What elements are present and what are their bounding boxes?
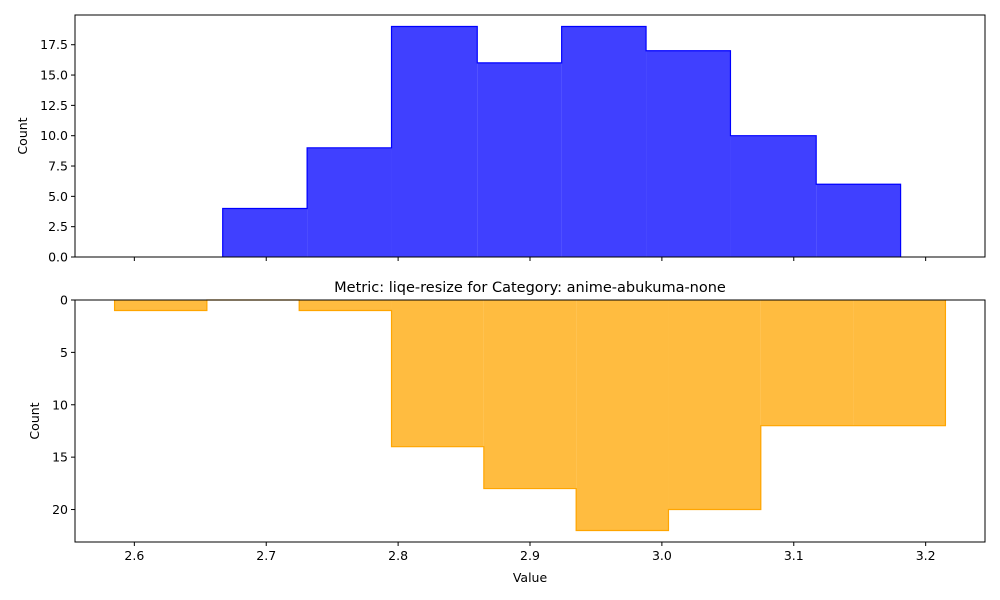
top-y-tick-label: 10.0 (40, 128, 68, 143)
bottom-histogram-bar (483, 300, 577, 489)
bottom-plot-frame (74, 299, 986, 543)
top-histogram-bars (222, 25, 902, 258)
bottom-x-tick-label: 2.7 (256, 548, 276, 563)
bottom-histogram-bar (114, 300, 207, 311)
bottom-x-axis-ticks: 2.6 2.7 2.8 2.9 3.0 3.1 3.2 (124, 542, 936, 563)
top-y-axis-ticks: 0.0 2.5 5.0 7.5 10.0 12.5 15.0 17.5 (40, 37, 75, 265)
top-y-tick-label: 2.5 (48, 219, 68, 234)
top-y-tick-label: 17.5 (40, 37, 68, 52)
bottom-y-axis-label: Count (27, 402, 42, 439)
top-y-tick-label: 15.0 (40, 68, 68, 83)
top-histogram-bar (561, 26, 647, 258)
bottom-x-tick-label: 3.1 (784, 548, 804, 563)
bottom-x-tick-label: 2.6 (124, 548, 144, 563)
bottom-y-axis-ticks: 0 5 10 15 20 (52, 293, 75, 517)
top-y-axis-label: Count (15, 117, 30, 154)
bottom-subplot: Metric: liqe-resize for Category: anime-… (27, 280, 986, 585)
top-histogram-bar (477, 62, 562, 257)
bottom-y-tick-label: 10 (52, 397, 68, 412)
bottom-chart-title: Metric: liqe-resize for Category: anime-… (334, 280, 726, 296)
top-histogram-bar (730, 135, 817, 257)
top-histogram-bar (307, 147, 392, 257)
top-histogram-bar (391, 26, 478, 258)
top-histogram-outline (222, 25, 902, 257)
bottom-y-tick-label: 15 (52, 450, 68, 465)
bottom-x-tick-label: 2.8 (388, 548, 408, 563)
bottom-x-axis-label: Value (513, 570, 548, 585)
top-plot-frame (74, 14, 986, 258)
bottom-y-tick-label: 20 (52, 502, 68, 517)
bottom-histogram-bars (113, 299, 947, 532)
bottom-x-tick-label: 2.9 (520, 548, 540, 563)
bottom-histogram-bar (760, 300, 854, 426)
bottom-histogram-bar (391, 300, 484, 447)
bottom-histogram-bar (853, 300, 946, 426)
bottom-y-tick-label: 0 (60, 293, 68, 308)
top-y-tick-label: 7.5 (48, 159, 68, 174)
top-histogram-bar (222, 208, 308, 257)
top-histogram-bar (816, 184, 901, 257)
top-subplot: 0.0 2.5 5.0 7.5 10.0 12.5 15.0 17.5 Count (15, 14, 986, 265)
bottom-histogram-bar (299, 300, 392, 311)
top-x-axis-ticks (133, 257, 927, 261)
bottom-histogram-bar (576, 300, 669, 531)
bottom-x-tick-label: 3.2 (916, 548, 936, 563)
bottom-x-tick-label: 3.0 (652, 548, 672, 563)
bottom-histogram-bar (668, 300, 761, 510)
bottom-y-tick-label: 5 (60, 345, 68, 360)
top-y-tick-label: 5.0 (48, 189, 68, 204)
top-y-tick-label: 0.0 (48, 250, 68, 265)
top-histogram-bar (646, 50, 731, 258)
top-y-tick-label: 12.5 (40, 98, 68, 113)
